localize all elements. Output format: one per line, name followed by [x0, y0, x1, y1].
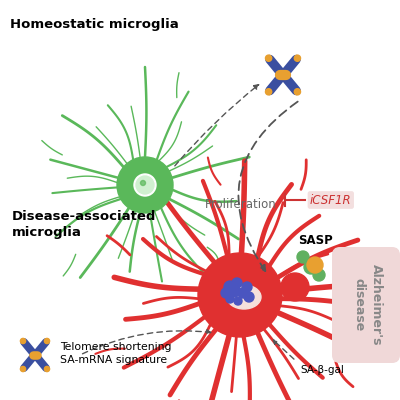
Circle shape [117, 157, 173, 213]
Text: Telomere shortening
SA-mRNA signature: Telomere shortening SA-mRNA signature [60, 342, 172, 365]
Text: Alzheimer's
disease: Alzheimer's disease [353, 264, 383, 346]
Circle shape [221, 288, 231, 298]
Ellipse shape [227, 285, 261, 309]
Circle shape [136, 176, 154, 194]
Circle shape [234, 297, 242, 305]
Circle shape [242, 282, 252, 292]
Circle shape [304, 260, 318, 274]
Circle shape [244, 292, 254, 302]
Circle shape [294, 89, 300, 95]
Text: SASP: SASP [298, 234, 333, 246]
Circle shape [226, 295, 234, 303]
Circle shape [307, 257, 323, 273]
Circle shape [232, 278, 242, 288]
Circle shape [313, 269, 325, 281]
Text: Disease-associated
microglia: Disease-associated microglia [12, 210, 156, 239]
Text: Homeostatic microglia: Homeostatic microglia [10, 18, 179, 31]
Circle shape [266, 89, 272, 95]
Circle shape [20, 366, 26, 372]
Circle shape [134, 174, 156, 196]
Circle shape [281, 273, 309, 301]
Circle shape [297, 251, 309, 263]
Circle shape [140, 180, 146, 186]
Circle shape [44, 366, 50, 372]
Circle shape [44, 338, 50, 344]
Circle shape [266, 55, 272, 61]
Text: SA-β-gal: SA-β-gal [300, 365, 344, 375]
Circle shape [224, 281, 236, 293]
Circle shape [228, 285, 240, 297]
Circle shape [20, 338, 26, 344]
Text: Proliferation: Proliferation [205, 198, 277, 212]
Circle shape [198, 253, 282, 337]
Circle shape [294, 55, 300, 61]
FancyBboxPatch shape [332, 247, 400, 363]
Circle shape [238, 288, 248, 298]
Text: iCSF1R: iCSF1R [310, 194, 352, 206]
